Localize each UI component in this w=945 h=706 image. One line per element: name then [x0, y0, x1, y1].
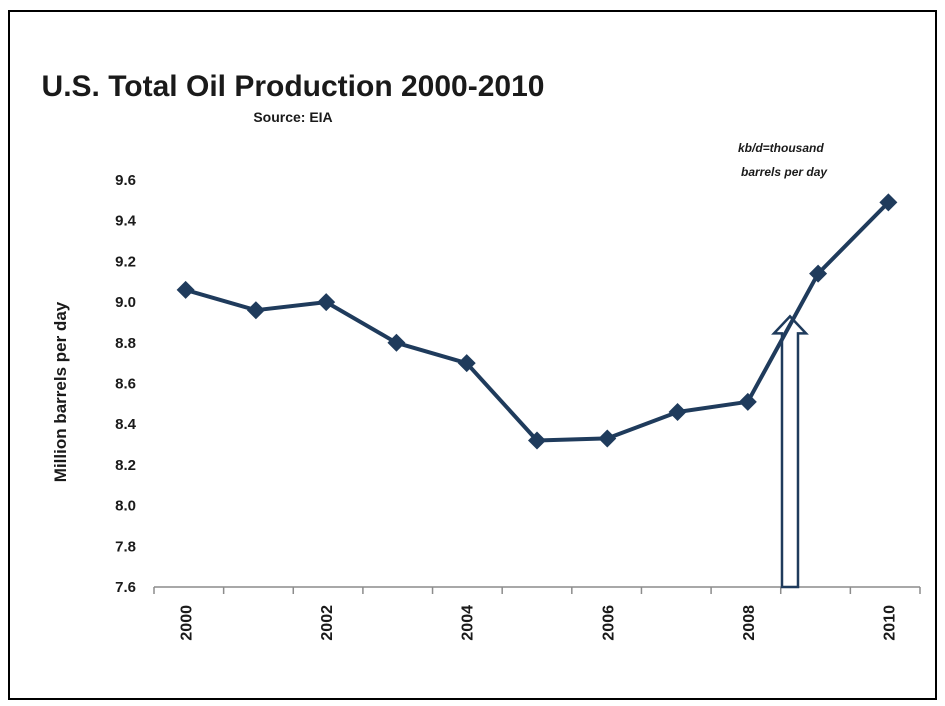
- y-tick-label: 9.2: [115, 253, 136, 270]
- data-point-marker: [528, 431, 546, 450]
- chart-subtitle: Source: EIA: [253, 109, 332, 125]
- y-axis-ticks: 7.6 7.8 8.0 8.2 8.4 8.6 8.8 9.0 9.2 9.4 9.6: [115, 172, 137, 596]
- annotation-note-line1: kb/d=thousand: [738, 141, 824, 155]
- data-point-marker: [738, 392, 757, 411]
- data-point-marker: [457, 354, 476, 373]
- annotation-note-line2: barrels per day: [741, 165, 828, 179]
- data-point-marker: [387, 333, 406, 352]
- y-tick-label: 8.2: [115, 457, 136, 474]
- x-tick-label: 2010: [881, 605, 898, 641]
- chart-canvas: U.S. Total Oil Production 2000-2010 Sour…: [42, 70, 921, 641]
- data-point-marker: [317, 293, 336, 312]
- y-tick-label: 9.4: [115, 213, 137, 230]
- data-point-marker: [176, 280, 195, 299]
- x-axis-ticks: 2000 2002 2004 2006 2008 2010: [179, 605, 899, 641]
- x-tick-label: 2000: [179, 605, 196, 641]
- x-axis: [153, 586, 921, 594]
- chart-frame: U.S. Total Oil Production 2000-2010 Sour…: [8, 10, 937, 700]
- y-axis-label: Million barrels per day: [51, 301, 70, 482]
- y-tick-label: 7.6: [115, 579, 136, 596]
- x-tick-label: 2008: [741, 605, 758, 641]
- chart-title: U.S. Total Oil Production 2000-2010: [42, 70, 545, 103]
- x-tick-label: 2002: [319, 605, 336, 641]
- x-tick-label: 2004: [460, 605, 477, 641]
- series-markers: [176, 193, 898, 450]
- data-point-marker: [598, 429, 617, 448]
- data-point-marker: [809, 264, 828, 283]
- y-tick-label: 8.4: [115, 416, 137, 433]
- y-tick-label: 9.6: [115, 172, 136, 189]
- data-point-marker: [668, 402, 687, 421]
- data-point-marker: [879, 193, 898, 212]
- y-tick-label: 9.0: [115, 294, 136, 311]
- y-tick-label: 8.8: [115, 335, 136, 352]
- annotation-arrow-shape: [771, 314, 809, 589]
- annotation-arrow: [771, 314, 809, 589]
- y-tick-label: 8.6: [115, 376, 136, 393]
- y-tick-label: 7.8: [115, 538, 136, 555]
- x-tick-label: 2006: [600, 605, 617, 641]
- y-tick-label: 8.0: [115, 498, 136, 515]
- data-point-marker: [246, 301, 265, 320]
